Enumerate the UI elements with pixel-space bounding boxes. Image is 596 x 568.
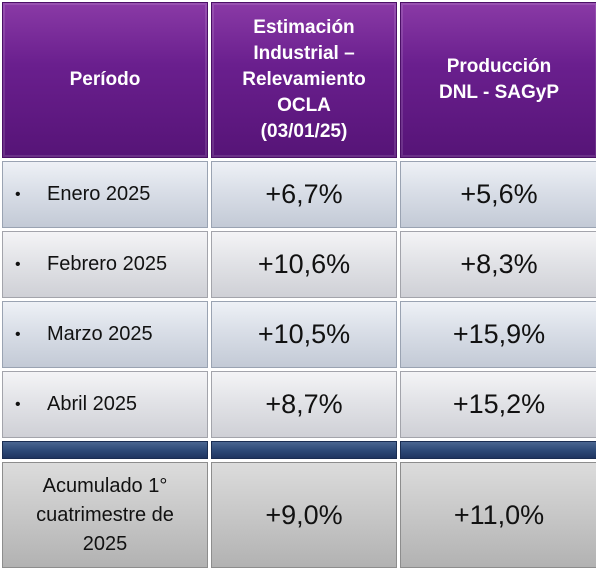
table-row-period: • Marzo 2025 [2,301,208,368]
produccion-value: +8,3% [400,231,596,298]
estimacion-value: +10,5% [211,301,397,368]
header-produccion-line: DNL - SAGyP [438,82,559,103]
period-label: Febrero 2025 [47,253,168,275]
produccion-value: +5,6% [400,161,596,228]
header-period: Período [2,2,208,158]
separator-bar [400,441,596,459]
header-estimacion-line: Industrial – [253,43,355,64]
header-estimacion-line: Estimación [253,17,355,38]
period-label: Marzo 2025 [47,323,153,345]
total-period: Acumulado 1° cuatrimestre de 2025 [2,462,208,568]
bullet-icon: • [15,395,21,413]
total-label-line: 2025 [82,532,128,555]
period-label: Abril 2025 [47,393,138,415]
table-row-period: • Febrero 2025 [2,231,208,298]
bullet-icon: • [15,185,21,203]
total-label-line: Acumulado 1° [42,474,168,497]
header-produccion-line: Producción [446,56,552,77]
period-label: Enero 2025 [47,183,151,205]
header-estimacion-line: Relevamiento [242,69,366,90]
header-produccion: Producción DNL - SAGyP [400,2,596,158]
total-estimacion-value: +9,0% [211,462,397,568]
produccion-value: +15,2% [400,371,596,438]
table-row-period: • Abril 2025 [2,371,208,438]
header-estimacion: Estimación Industrial – Relevamiento OCL… [211,2,397,158]
estimacion-value: +8,7% [211,371,397,438]
header-period-label: Período [69,69,141,90]
produccion-value: +15,9% [400,301,596,368]
bullet-icon: • [15,325,21,343]
separator-bar [2,441,208,459]
header-estimacion-line: OCLA [277,95,331,116]
total-produccion-value: +11,0% [400,462,596,568]
table-row-period: • Enero 2025 [2,161,208,228]
separator-bar [211,441,397,459]
estimacion-value: +6,7% [211,161,397,228]
total-label-line: cuatrimestre de [36,503,174,526]
bullet-icon: • [15,255,21,273]
estimacion-value: +10,6% [211,231,397,298]
header-estimacion-line: (03/01/25) [260,121,348,142]
